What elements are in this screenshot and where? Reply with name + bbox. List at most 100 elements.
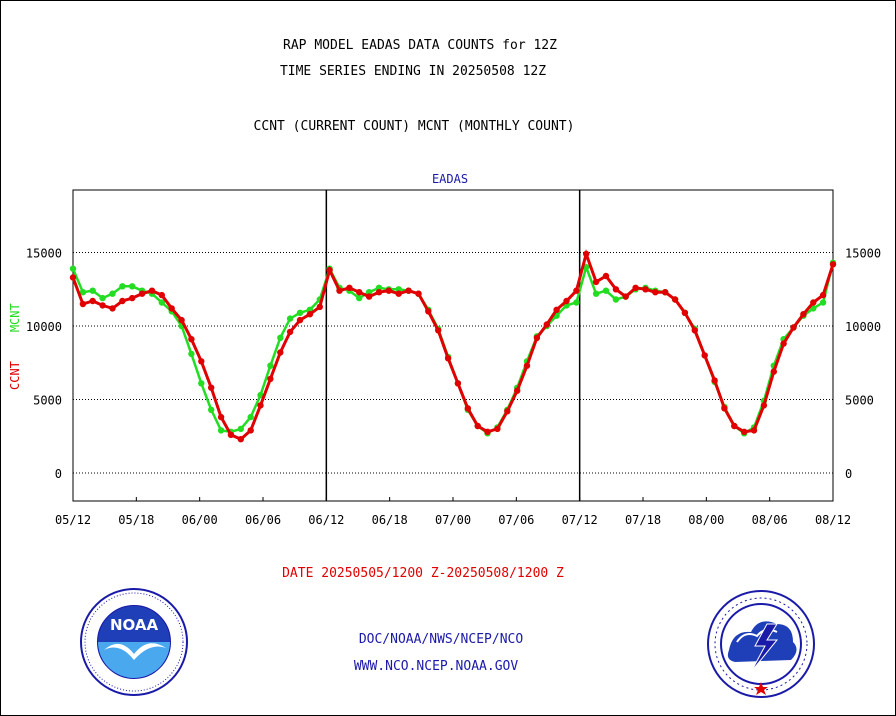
- x-tick-label: 07/18: [625, 513, 661, 527]
- data-point-ccnt: [602, 272, 610, 280]
- series-line-mcnt: [71, 262, 835, 435]
- data-point-ccnt: [770, 368, 777, 375]
- data-point-ccnt: [415, 290, 422, 297]
- date-range-label: DATE 20250505/1200 Z-20250508/1200 Z: [282, 566, 564, 581]
- panel-title: EADAS: [431, 172, 469, 186]
- data-point-mcnt: [296, 309, 304, 316]
- data-point-ccnt: [435, 327, 442, 334]
- data-point-ccnt: [721, 405, 728, 412]
- footer-org: DOC/NOAA/NWS/NCEP/NCO: [358, 632, 524, 647]
- x-tick-label: 07/06: [498, 513, 534, 527]
- data-point-ccnt: [168, 305, 175, 312]
- national-weather-service-logo: [707, 590, 815, 698]
- data-point-ccnt: [375, 289, 383, 296]
- x-tick-label: 06/18: [372, 513, 408, 527]
- y-tick-label-left: 10000: [26, 320, 62, 334]
- data-point-ccnt: [691, 327, 698, 334]
- data-point-mcnt: [198, 380, 205, 387]
- data-point-ccnt: [99, 302, 106, 309]
- y-tick-label-left: 15000: [26, 247, 62, 261]
- data-point-ccnt: [750, 427, 758, 434]
- y-tick-label-right: 5000: [845, 394, 874, 408]
- data-point-ccnt: [780, 340, 787, 347]
- data-point-ccnt: [681, 309, 689, 316]
- data-point-mcnt: [217, 427, 225, 434]
- data-point-ccnt: [652, 289, 659, 296]
- data-point-ccnt: [286, 328, 294, 336]
- chart-title-line2: TIME SERIES ENDING IN 20250508 12Z: [279, 64, 547, 79]
- data-point-mcnt: [208, 406, 215, 413]
- data-point-ccnt: [573, 287, 580, 294]
- data-point-ccnt: [464, 405, 471, 412]
- data-point-ccnt: [148, 287, 156, 294]
- data-point-ccnt: [188, 336, 195, 343]
- data-point-mcnt: [109, 290, 116, 297]
- data-point-ccnt: [138, 290, 146, 297]
- data-point-ccnt: [563, 297, 570, 305]
- data-point-ccnt: [79, 300, 87, 308]
- data-point-ccnt: [514, 387, 521, 394]
- data-point-ccnt: [178, 316, 185, 324]
- data-point-mcnt: [592, 290, 600, 297]
- data-point-ccnt: [553, 306, 560, 313]
- x-tick-label: 06/06: [245, 513, 281, 527]
- data-point-mcnt: [819, 299, 827, 306]
- y-tick-label-left: 0: [55, 467, 62, 481]
- data-point-ccnt: [277, 349, 284, 356]
- data-point-ccnt: [395, 290, 402, 297]
- y-tick-label-right: 0: [845, 467, 852, 481]
- data-point-ccnt: [671, 296, 679, 303]
- data-point-ccnt: [701, 352, 708, 359]
- data-point-ccnt: [326, 266, 333, 274]
- x-tick-label: 06/00: [182, 513, 218, 527]
- data-point-mcnt: [79, 289, 87, 296]
- x-tick-label: 05/18: [118, 513, 154, 527]
- data-point-mcnt: [257, 391, 264, 399]
- data-point-ccnt: [810, 299, 817, 306]
- data-point-mcnt: [129, 283, 136, 290]
- data-point-mcnt: [237, 425, 244, 433]
- data-point-mcnt: [119, 283, 126, 290]
- noaa-logo-text: NOAA: [110, 616, 159, 634]
- data-point-mcnt: [99, 294, 106, 302]
- data-point-ccnt: [800, 311, 807, 318]
- data-point-ccnt: [385, 287, 392, 294]
- data-point-ccnt: [632, 284, 639, 291]
- data-point-ccnt: [217, 413, 225, 421]
- data-point-mcnt: [573, 299, 580, 306]
- data-point-ccnt: [405, 287, 412, 294]
- data-point-ccnt: [819, 291, 827, 299]
- data-point-ccnt: [711, 377, 718, 384]
- data-point-mcnt: [286, 315, 294, 322]
- data-point-mcnt: [69, 265, 77, 272]
- data-point-ccnt: [119, 297, 126, 305]
- data-point-ccnt: [790, 324, 797, 331]
- x-tick-label: 06/12: [308, 513, 344, 527]
- data-point-ccnt: [731, 422, 738, 430]
- data-point-ccnt: [316, 303, 323, 311]
- data-point-mcnt: [395, 286, 402, 293]
- x-tick-label: 08/12: [815, 513, 851, 527]
- data-point-ccnt: [760, 402, 768, 409]
- data-point-ccnt: [474, 422, 481, 430]
- y-tick-label-right: 10000: [845, 320, 881, 334]
- plot-area: [72, 189, 834, 502]
- data-point-ccnt: [267, 375, 274, 383]
- data-point-ccnt: [306, 311, 314, 318]
- y-tick-label-right: 15000: [845, 247, 881, 261]
- noaa-logo: NOAA: [80, 588, 188, 696]
- data-point-ccnt: [198, 358, 205, 365]
- x-tick-label: 08/06: [752, 513, 788, 527]
- x-tick-label: 07/00: [435, 513, 471, 527]
- data-point-ccnt: [829, 261, 837, 268]
- chart-subtitle: CCNT (CURRENT COUNT) MCNT (MONTHLY COUNT…: [253, 119, 575, 134]
- data-point-mcnt: [267, 362, 274, 369]
- y-tick-label-left: 5000: [33, 394, 62, 408]
- data-point-ccnt: [227, 431, 235, 438]
- chart-title: RAP MODEL EADAS DATA COUNTS for 12Z: [283, 38, 557, 53]
- data-point-mcnt: [277, 334, 284, 341]
- data-point-mcnt: [356, 294, 363, 302]
- data-point-ccnt: [533, 334, 541, 341]
- data-point-mcnt: [188, 350, 195, 358]
